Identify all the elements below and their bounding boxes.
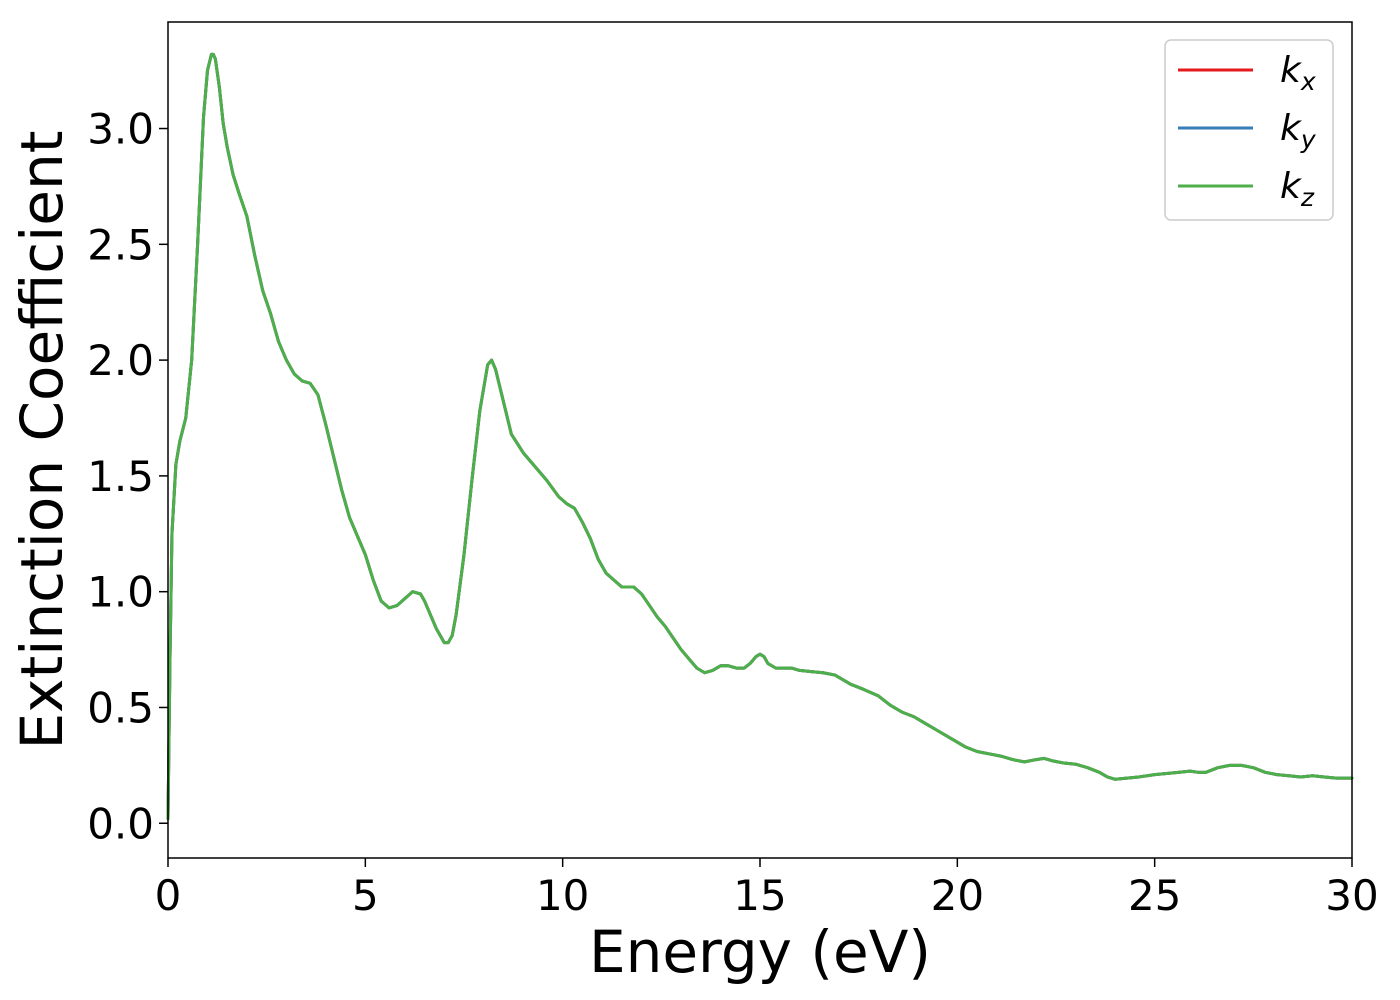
- x-axis: 0 5 10 15 20 25 30: [155, 858, 1379, 920]
- x-tick-label: 15: [733, 871, 786, 920]
- y-tick-label: 2.5: [87, 220, 154, 269]
- legend-label-kz: kz: [1280, 166, 1315, 212]
- x-tick-label: 20: [931, 871, 984, 920]
- y-tick-label: 2.0: [87, 336, 154, 385]
- series-layer: [166, 52, 1354, 821]
- legend-label-ky: ky: [1280, 108, 1317, 154]
- y-axis: 0.0 0.5 1.0 1.5 2.0 2.5 3.0: [87, 105, 168, 848]
- x-tick-label: 25: [1128, 871, 1181, 920]
- series-line-kz: [166, 52, 1354, 821]
- y-axis-title: Extinction Coefficient: [8, 131, 76, 750]
- x-tick-label: 10: [536, 871, 589, 920]
- legend-box: [1164, 39, 1334, 221]
- y-tick-label: 0.5: [87, 683, 154, 732]
- y-tick-label: 1.5: [87, 452, 154, 501]
- x-tick-label: 0: [155, 871, 182, 920]
- legend: kx ky kz: [1164, 39, 1334, 221]
- x-axis-title: Energy (eV): [589, 918, 931, 986]
- x-tick-label: 30: [1325, 871, 1378, 920]
- legend-label-kx: kx: [1280, 50, 1316, 96]
- y-tick-label: 1.0: [87, 568, 154, 617]
- y-tick-label: 0.0: [87, 799, 154, 848]
- y-tick-label: 3.0: [87, 105, 154, 154]
- x-tick-label: 5: [352, 871, 379, 920]
